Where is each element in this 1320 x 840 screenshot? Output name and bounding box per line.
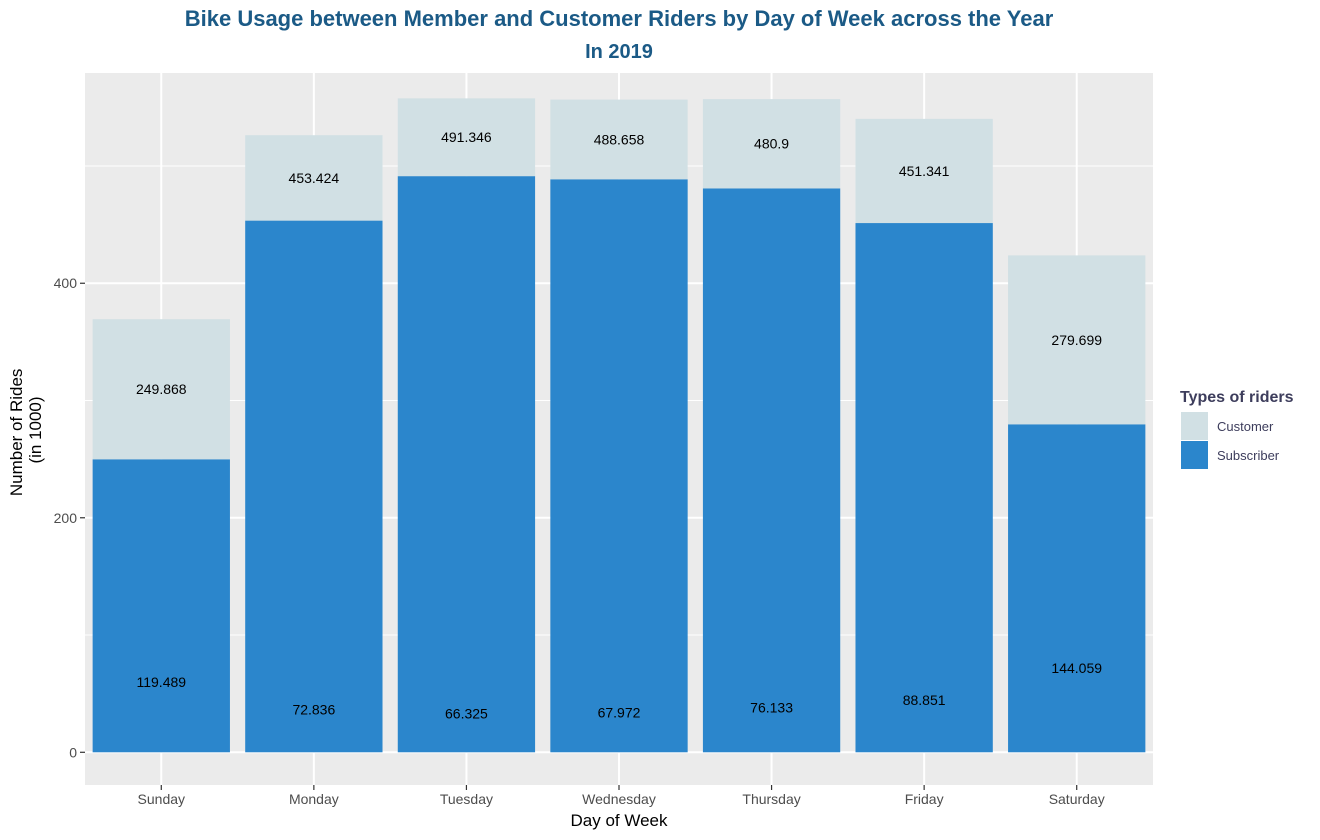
bar-customer-sunday bbox=[92, 319, 230, 460]
data-label-lower: 144.059 bbox=[1051, 660, 1102, 676]
bar-subscriber-thursday bbox=[702, 188, 841, 753]
data-label-lower: 66.325 bbox=[445, 705, 488, 721]
legend-key-subscriber bbox=[1181, 441, 1208, 469]
bar-subscriber-tuesday bbox=[397, 176, 536, 753]
data-label-lower: 119.489 bbox=[136, 674, 186, 690]
y-axis-title: Number of Rides (in 1000) bbox=[7, 364, 45, 496]
legend-label-customer: Customer bbox=[1217, 419, 1274, 434]
legend-key-customer bbox=[1181, 412, 1208, 440]
data-label-upper: 488.658 bbox=[594, 131, 645, 147]
bar-customer-friday bbox=[855, 118, 993, 224]
bar-subscriber-wednesday bbox=[550, 179, 688, 753]
x-axis: Sunday Monday Tuesday Wednesday Thursday Frid… bbox=[138, 785, 1105, 807]
bar-customer-saturday bbox=[1008, 255, 1146, 425]
data-label-upper: 453.424 bbox=[289, 170, 340, 186]
bar-customer-tuesday bbox=[397, 98, 536, 177]
bar-customer-wednesday bbox=[550, 99, 688, 180]
bar-subscriber-saturday bbox=[1008, 424, 1146, 753]
bar-subscriber-monday bbox=[245, 220, 383, 753]
bar-subscriber-friday bbox=[855, 223, 993, 753]
x-axis-title: Day of Week bbox=[570, 811, 668, 830]
y-axis-title-line2: (in 1000) bbox=[26, 396, 45, 463]
chart-title: Bike Usage between Member and Customer R… bbox=[185, 6, 1054, 31]
x-tick-label: Saturday bbox=[1049, 791, 1105, 807]
data-label-upper: 491.346 bbox=[441, 129, 492, 145]
data-label-upper: 279.699 bbox=[1051, 332, 1102, 348]
y-tick-label: 0 bbox=[69, 744, 77, 760]
bar-customer-thursday bbox=[702, 99, 841, 189]
legend-label-subscriber: Subscriber bbox=[1217, 448, 1280, 463]
data-labels: 249.868 119.489 453.424 72.836 491.346 66.325… bbox=[136, 129, 1102, 721]
data-label-lower: 67.972 bbox=[598, 704, 641, 720]
data-label-lower: 76.133 bbox=[750, 700, 793, 716]
x-tick-label: Friday bbox=[905, 791, 944, 807]
chart-subtitle: In 2019 bbox=[585, 41, 653, 63]
data-label-upper: 249.868 bbox=[136, 381, 187, 397]
x-tick-label: Monday bbox=[289, 791, 339, 807]
y-axis-title-line1: Number of Rides bbox=[7, 369, 26, 497]
y-tick-label: 400 bbox=[54, 275, 78, 291]
y-tick-label: 200 bbox=[54, 510, 78, 526]
x-tick-label: Sunday bbox=[138, 791, 185, 807]
legend: Types of riders Customer Subscriber bbox=[1180, 389, 1294, 469]
bar-customer-monday bbox=[245, 135, 383, 221]
data-label-lower: 88.851 bbox=[903, 692, 946, 708]
x-tick-label: Wednesday bbox=[582, 791, 656, 807]
y-axis: 0 200 400 bbox=[54, 275, 85, 760]
x-tick-label: Thursday bbox=[742, 791, 800, 807]
data-label-lower: 72.836 bbox=[292, 702, 335, 718]
x-tick-label: Tuesday bbox=[440, 791, 493, 807]
data-label-upper: 451.341 bbox=[899, 163, 950, 179]
legend-title: Types of riders bbox=[1180, 389, 1294, 406]
data-label-upper: 480.9 bbox=[754, 136, 789, 152]
bar-subscriber-sunday bbox=[92, 459, 230, 753]
bars bbox=[92, 98, 1146, 753]
